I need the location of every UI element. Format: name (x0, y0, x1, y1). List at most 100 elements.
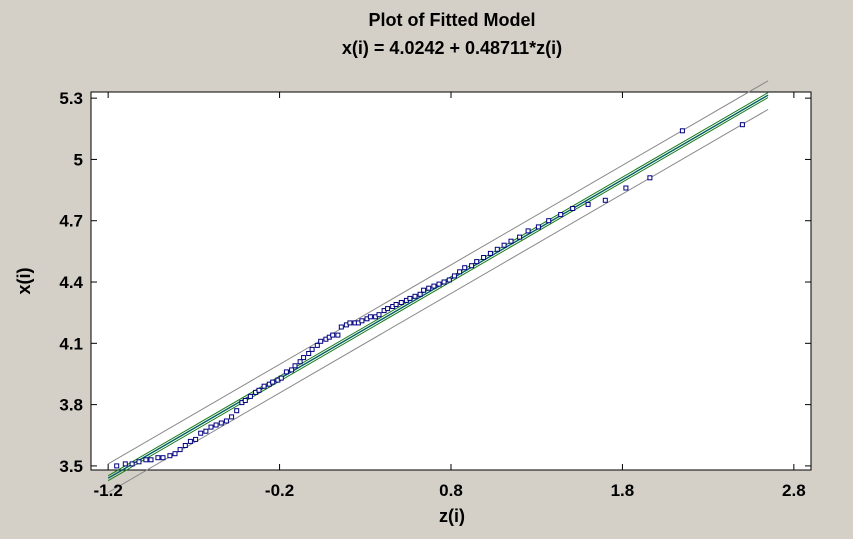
data-point (679, 128, 685, 134)
x-axis-label: z(i) (439, 506, 465, 526)
data-point (306, 351, 312, 356)
data-point (177, 447, 183, 453)
data-point (122, 461, 128, 467)
data-point (261, 383, 267, 389)
data-point (223, 418, 229, 424)
data-point (129, 461, 135, 467)
data-point (318, 338, 324, 344)
data-point (446, 277, 452, 283)
data-point (462, 265, 468, 271)
data-point (242, 398, 248, 403)
data-point (623, 185, 629, 191)
data-point (218, 420, 224, 426)
x-tick-label: -0.2 (265, 481, 294, 500)
data-point (525, 228, 531, 234)
data-point (385, 306, 391, 312)
data-point (602, 197, 608, 203)
data-point (469, 263, 475, 269)
data-point (143, 457, 149, 463)
data-point (198, 430, 204, 436)
data-point (457, 269, 463, 275)
data-point (187, 438, 193, 444)
data-point (570, 206, 576, 211)
data-point (278, 375, 284, 381)
prediction-band-upper (107, 80, 769, 465)
data-point (208, 424, 214, 430)
data-point (193, 436, 199, 442)
data-point (335, 332, 341, 338)
data-point (136, 459, 142, 465)
data-point (359, 318, 365, 324)
data-point (481, 255, 487, 260)
data-point (426, 285, 432, 291)
data-point (585, 201, 591, 207)
data-point (431, 283, 437, 289)
x-tick-label: 0.8 (439, 481, 463, 500)
data-point (182, 443, 188, 448)
fitted-line (107, 94, 769, 479)
data-point (487, 250, 493, 256)
data-point (314, 342, 320, 348)
data-point (436, 281, 442, 287)
data-point (535, 224, 541, 230)
data-point (292, 363, 298, 369)
x-tick-label: 2.8 (782, 481, 806, 500)
y-tick-label: 3.8 (59, 396, 83, 415)
data-point (234, 408, 240, 414)
chart-subtitle: x(i) = 4.0242 + 0.48711*z(i) (342, 38, 562, 58)
data-point (417, 291, 423, 297)
data-point (739, 122, 745, 128)
data-point (297, 359, 303, 365)
data-point (347, 320, 353, 326)
data-point (247, 393, 253, 399)
data-point (289, 367, 295, 373)
data-point (155, 455, 161, 461)
data-point (647, 175, 653, 181)
data-point (172, 451, 178, 457)
data-point (270, 379, 276, 385)
data-point (229, 414, 235, 420)
x-tick-label: 1.8 (611, 481, 635, 500)
data-point (501, 242, 507, 248)
confidence-band-lower (107, 97, 769, 482)
y-tick-label: 5 (74, 150, 83, 169)
data-point (256, 387, 262, 393)
data-point (546, 218, 552, 224)
y-tick-label: 5.3 (59, 89, 83, 108)
data-point (160, 455, 166, 461)
data-point (367, 314, 373, 320)
data-point (517, 234, 523, 240)
data-point (398, 300, 404, 305)
data-point (283, 369, 289, 375)
data-point (301, 355, 307, 361)
y-tick-label: 3.5 (59, 457, 83, 476)
data-point (508, 238, 514, 244)
data-point (376, 312, 382, 318)
y-axis-label: x(i) (14, 267, 34, 294)
data-point (213, 422, 219, 428)
data-point (393, 302, 399, 307)
data-point (407, 295, 413, 301)
data-point (494, 246, 500, 252)
points-layer (114, 122, 745, 469)
data-point (558, 212, 564, 218)
data-point (441, 279, 447, 285)
data-point (330, 332, 336, 338)
data-point (451, 273, 457, 279)
y-tick-label: 4.4 (59, 273, 83, 292)
data-point (474, 259, 480, 265)
data-point (309, 346, 315, 352)
axes-layer: -1.2 -0.2 0.8 1.8 2.8 3.5 3.8 4.1 4.4 4.7 5 5.3 (59, 89, 811, 500)
y-tick-label: 4.1 (59, 334, 83, 353)
chart-title: Plot of Fitted Model (369, 10, 536, 30)
data-point (148, 457, 154, 463)
data-point (167, 453, 173, 459)
data-point (421, 287, 427, 293)
x-tick-label: -1.2 (93, 481, 122, 500)
y-tick-label: 4.7 (59, 212, 83, 231)
prediction-band-lower (107, 108, 769, 493)
data-point (338, 324, 344, 330)
data-point (412, 293, 418, 299)
data-point (203, 428, 209, 434)
